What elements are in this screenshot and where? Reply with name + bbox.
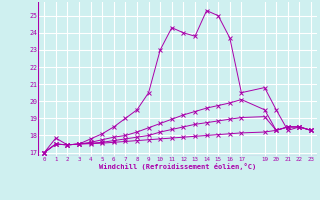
X-axis label: Windchill (Refroidissement éolien,°C): Windchill (Refroidissement éolien,°C)	[99, 163, 256, 170]
